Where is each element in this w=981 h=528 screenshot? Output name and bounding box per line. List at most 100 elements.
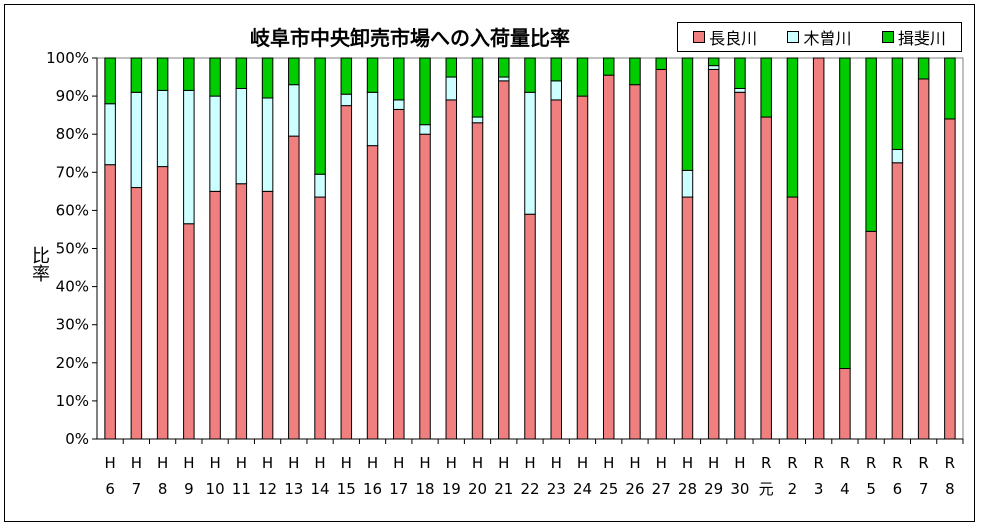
bar-segment — [366, 91, 379, 147]
y-tick-label: 100% — [46, 49, 89, 67]
x-tick-label-era: H — [183, 454, 194, 472]
bar-segment — [366, 57, 379, 93]
x-tick-label-era: H — [209, 454, 220, 472]
y-axis-label: 比率 — [29, 246, 50, 282]
bar-segment — [235, 87, 248, 185]
x-tick-label-year: 元 — [759, 480, 774, 498]
x-tick-label-era: H — [708, 454, 719, 472]
x-tick-label-era: H — [682, 454, 693, 472]
y-tick-label: 20% — [56, 354, 89, 372]
legend-item-kiso: 木曽川 — [787, 25, 852, 49]
bar-segment — [707, 65, 720, 70]
x-tick-label-era: H — [341, 454, 352, 472]
x-tick-label-era: H — [419, 454, 430, 472]
legend-label-ibi: 揖斐川 — [897, 29, 946, 48]
bar-segment — [524, 91, 536, 215]
legend-label-kiso: 木曽川 — [803, 29, 852, 48]
bar-segment — [707, 68, 720, 440]
legend-swatch-nagara — [693, 31, 706, 43]
bar-segment — [891, 148, 904, 164]
bar-segment — [944, 57, 956, 120]
bar-segment — [104, 57, 116, 105]
bar-segment — [314, 173, 326, 198]
x-tick-label-era: R — [892, 454, 902, 472]
x-tick-label-year: 30 — [730, 480, 749, 498]
x-tick-label-era: H — [498, 454, 509, 472]
x-tick-label-era: H — [367, 454, 378, 472]
bar-segment — [629, 84, 641, 440]
bar-segment — [340, 57, 353, 95]
bar-segment — [183, 89, 195, 225]
bar-segment — [104, 164, 116, 440]
bar-segment — [524, 57, 536, 93]
x-tick-label-era: R — [945, 454, 955, 472]
x-tick-label-era: H — [472, 454, 483, 472]
x-tick-label-era: R — [813, 454, 823, 472]
bar-segment — [812, 57, 825, 440]
y-tick-label: 60% — [56, 201, 89, 219]
bar-segment — [550, 99, 562, 440]
x-tick-label-era: R — [840, 454, 850, 472]
bar-segment — [602, 74, 615, 440]
x-tick-label-year: 26 — [625, 480, 644, 498]
legend-label-nagara: 長良川 — [709, 29, 758, 48]
x-tick-label-year: 9 — [184, 480, 194, 498]
legend-swatch-ibi — [881, 31, 894, 43]
y-tick-label: 30% — [56, 316, 89, 334]
bar-segment — [156, 166, 169, 440]
bar-segment — [130, 187, 143, 440]
bar-segment — [288, 57, 300, 86]
x-tick-label-era: H — [157, 454, 168, 472]
bar-segment — [576, 57, 589, 97]
x-tick-label-era: H — [288, 454, 299, 472]
bar-segment — [235, 57, 248, 89]
x-tick-label-era: H — [629, 454, 640, 472]
bar-segment — [419, 124, 431, 135]
x-tick-label-year: 6 — [105, 480, 115, 498]
x-tick-label-era: H — [104, 454, 115, 472]
bar-segment — [235, 183, 248, 440]
bar-segment — [314, 196, 326, 440]
x-tick-label-year: 4 — [840, 480, 850, 498]
bar-segment — [340, 93, 353, 107]
bar-segment — [786, 196, 799, 440]
x-tick-label-year: 10 — [206, 480, 225, 498]
x-tick-label-year: 25 — [599, 480, 618, 498]
x-tick-label-year: 28 — [678, 480, 697, 498]
bar-segment — [891, 57, 904, 150]
bar-segment — [629, 57, 641, 86]
bar-segment — [288, 135, 300, 440]
y-tick-label: 0% — [65, 430, 89, 448]
bar-segment — [734, 57, 746, 89]
bar-segment — [891, 162, 904, 440]
bar-segment — [865, 57, 877, 232]
x-tick-label-year: 2 — [788, 480, 798, 498]
x-tick-label-year: 8 — [158, 480, 168, 498]
bar-segment — [576, 95, 589, 440]
bar-segment — [261, 97, 274, 192]
bar-segment — [471, 122, 484, 440]
x-tick-label-era: R — [761, 454, 771, 472]
bar-segment — [471, 116, 484, 124]
bar-segment — [524, 213, 536, 440]
y-tick-label: 40% — [56, 278, 89, 296]
bar-segment — [498, 80, 510, 440]
bar-segment — [288, 84, 300, 137]
y-tick-label: 70% — [56, 163, 89, 181]
x-tick-label-era: H — [262, 454, 273, 472]
bar-segment — [498, 57, 510, 78]
bar-segment — [865, 230, 877, 440]
bar-segment — [498, 76, 510, 82]
bar-segment — [734, 87, 746, 93]
bar-segment — [944, 118, 956, 440]
x-tick-label-era: R — [787, 454, 797, 472]
bar-segment — [839, 57, 851, 370]
x-tick-label-year: 16 — [363, 480, 382, 498]
bar-segment — [655, 57, 667, 70]
bar-segment — [550, 57, 562, 82]
bar-segment — [366, 145, 379, 440]
y-tick-label: 50% — [56, 240, 89, 258]
x-tick-label-year: 6 — [893, 480, 903, 498]
x-tick-label-year: 7 — [132, 480, 142, 498]
bar-segment — [156, 57, 169, 91]
